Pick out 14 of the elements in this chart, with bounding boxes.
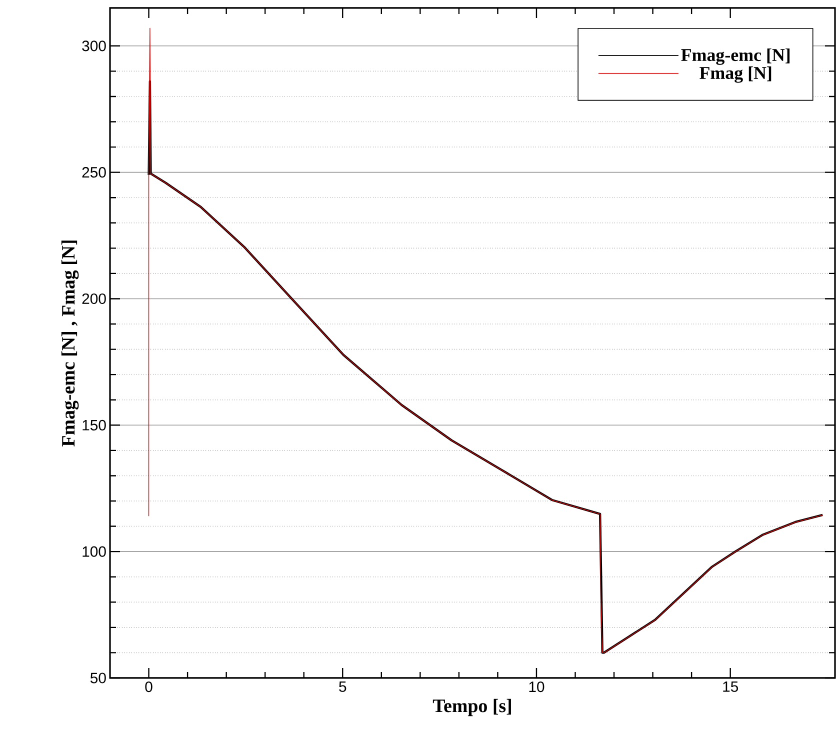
x-tick-label: 15 <box>723 682 738 692</box>
y-tick-label: 150 <box>82 420 106 430</box>
y-tick-label: 250 <box>82 167 106 178</box>
legend-label: Fmag-emc [N] <box>681 48 790 65</box>
y-tick-label: 100 <box>82 546 106 557</box>
y-tick-label: 50 <box>90 672 106 684</box>
x-tick-label: 10 <box>529 682 544 692</box>
x-tick-label: 0 <box>145 682 152 692</box>
x-axis-title: Tempo [s] <box>432 698 511 716</box>
y-tick-label: 300 <box>82 40 106 52</box>
y-axis-title: Fmag-emc [N] , Fmag [N] <box>61 240 79 446</box>
x-tick-label: 5 <box>339 682 346 692</box>
legend-label: Fmag [N] <box>700 66 772 83</box>
y-tick-label: 200 <box>82 293 106 304</box>
